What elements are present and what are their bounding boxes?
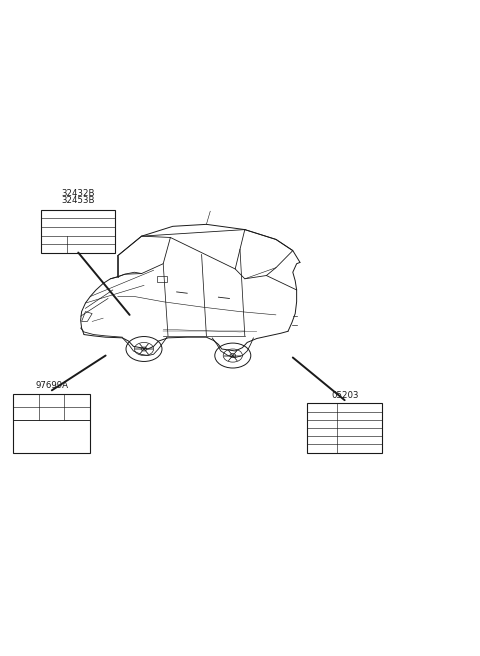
- Text: 32453B: 32453B: [61, 195, 95, 205]
- Bar: [41, 210, 115, 253]
- Text: 05203: 05203: [331, 391, 359, 400]
- Text: 32432B: 32432B: [61, 189, 95, 198]
- Bar: [13, 394, 90, 453]
- Bar: [307, 403, 382, 453]
- Text: 97699A: 97699A: [36, 381, 68, 390]
